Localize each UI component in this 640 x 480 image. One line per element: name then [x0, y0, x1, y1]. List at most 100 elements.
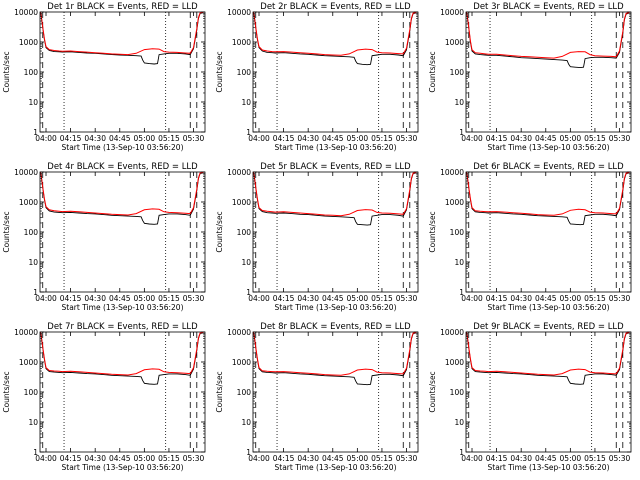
x-tick-label: 04:00 — [35, 134, 57, 143]
detector-chart: Det 1r BLACK = Events, RED = LLD 1 10 100 10… — [2, 2, 206, 152]
y-tick-label: 10000 — [227, 168, 251, 177]
events-series-line — [466, 332, 630, 385]
events-series-line — [253, 12, 417, 66]
y-tick-label: 100 — [450, 68, 465, 77]
x-tick-label: 04:45 — [535, 294, 557, 303]
x-tick-label: 04:15 — [486, 454, 508, 463]
chart-title: Det 9r BLACK = Events, RED = LLD — [473, 322, 624, 332]
lld-series-line — [253, 331, 417, 376]
x-axis-label: Start Time (13-Sep-10 03:56:20) — [488, 463, 610, 472]
y-tick-label: 10000 — [440, 328, 464, 337]
x-tick-label: 05:15 — [158, 134, 180, 143]
y-tick-label: 100 — [237, 228, 252, 237]
x-tick-label: 04:00 — [248, 454, 270, 463]
x-tick-label: 04:15 — [60, 454, 82, 463]
x-tick-label: 04:00 — [248, 294, 270, 303]
x-tick-label: 04:30 — [297, 454, 319, 463]
y-tick-label: 10 — [454, 258, 464, 267]
y-tick-label: 100 — [24, 68, 39, 77]
y-tick-label: 10 — [241, 98, 251, 107]
y-tick-label: 1000 — [445, 358, 464, 367]
y-tick-label: 10000 — [227, 8, 251, 17]
x-axis-label: Start Time (13-Sep-10 03:56:20) — [488, 143, 610, 152]
y-axis-label: Counts/sec — [2, 211, 11, 252]
x-tick-label: 05:15 — [584, 294, 606, 303]
y-tick-label: 10 — [28, 98, 38, 107]
detector-chart: Det 7r BLACK = Events, RED = LLD 1 10 100 10… — [2, 322, 206, 472]
x-tick-label: 04:15 — [60, 294, 82, 303]
x-tick-label: 05:30 — [183, 294, 205, 303]
x-tick-label: 04:45 — [322, 454, 344, 463]
y-tick-label: 1000 — [19, 38, 38, 47]
x-tick-label: 05:15 — [584, 454, 606, 463]
x-tick-label: 05:30 — [183, 454, 205, 463]
y-axis-label: Counts/sec — [428, 51, 437, 92]
y-axis-label: Counts/sec — [215, 371, 224, 412]
y-tick-label: 1000 — [445, 198, 464, 207]
events-series-line — [253, 172, 417, 226]
y-tick-label: 100 — [237, 388, 252, 397]
lld-series-line — [40, 11, 204, 56]
x-tick-label: 04:45 — [322, 134, 344, 143]
x-tick-label: 04:00 — [35, 294, 57, 303]
y-tick-label: 1 — [33, 128, 38, 137]
chart-title: Det 6r BLACK = Events, RED = LLD — [473, 162, 624, 172]
y-axis-label: Counts/sec — [215, 51, 224, 92]
y-tick-label: 1 — [459, 128, 464, 137]
y-tick-label: 10 — [454, 98, 464, 107]
events-series-line — [40, 332, 204, 385]
lld-series-line — [466, 171, 630, 216]
x-tick-label: 04:00 — [461, 134, 483, 143]
x-tick-label: 04:15 — [486, 134, 508, 143]
x-tick-label: 04:30 — [84, 454, 106, 463]
plot-frame — [465, 11, 632, 133]
x-tick-label: 05:00 — [134, 454, 156, 463]
y-tick-label: 10 — [241, 418, 251, 427]
y-tick-label: 1000 — [232, 198, 251, 207]
y-tick-label: 10000 — [440, 168, 464, 177]
x-tick-label: 05:15 — [158, 294, 180, 303]
x-tick-label: 05:00 — [347, 294, 369, 303]
y-tick-label: 10000 — [14, 8, 38, 17]
y-tick-label: 10 — [28, 418, 38, 427]
x-tick-label: 05:30 — [183, 134, 205, 143]
y-tick-label: 10000 — [440, 8, 464, 17]
x-tick-label: 05:15 — [584, 134, 606, 143]
y-axis-label: Counts/sec — [428, 211, 437, 252]
x-tick-label: 04:15 — [486, 294, 508, 303]
plot-frame — [39, 11, 206, 133]
lld-series-line — [40, 171, 204, 216]
plot-frame — [252, 11, 419, 133]
x-tick-label: 04:30 — [84, 134, 106, 143]
detector-chart: Det 6r BLACK = Events, RED = LLD 1 10 100 10… — [428, 162, 632, 312]
x-tick-label: 04:15 — [273, 454, 295, 463]
x-tick-label: 05:00 — [560, 134, 582, 143]
x-axis-label: Start Time (13-Sep-10 03:56:20) — [275, 143, 397, 152]
y-tick-label: 10 — [241, 258, 251, 267]
x-tick-label: 04:00 — [461, 454, 483, 463]
plot-frame — [252, 331, 419, 453]
x-axis-label: Start Time (13-Sep-10 03:56:20) — [275, 303, 397, 312]
detector-chart: Det 2r BLACK = Events, RED = LLD 1 10 100 10… — [215, 2, 419, 152]
y-tick-label: 1000 — [232, 38, 251, 47]
x-axis-label: Start Time (13-Sep-10 03:56:20) — [62, 463, 184, 472]
y-tick-label: 1000 — [19, 198, 38, 207]
x-tick-label: 04:45 — [109, 454, 131, 463]
y-tick-label: 10000 — [227, 328, 251, 337]
lld-series-line — [253, 171, 417, 217]
y-axis-label: Counts/sec — [428, 371, 437, 412]
y-axis-label: Counts/sec — [2, 371, 11, 412]
detector-chart: Det 8r BLACK = Events, RED = LLD 1 10 100 10… — [215, 322, 419, 472]
y-tick-label: 1 — [459, 288, 464, 297]
detector-chart: Det 4r BLACK = Events, RED = LLD 1 10 100 10… — [2, 162, 206, 312]
x-tick-label: 04:30 — [297, 294, 319, 303]
y-tick-label: 100 — [450, 228, 465, 237]
lld-series-line — [253, 11, 417, 56]
x-tick-label: 05:30 — [396, 454, 418, 463]
events-series-line — [40, 172, 204, 225]
x-tick-label: 05:00 — [347, 454, 369, 463]
x-tick-label: 04:45 — [109, 134, 131, 143]
x-tick-label: 04:30 — [510, 294, 532, 303]
x-axis-label: Start Time (13-Sep-10 03:56:20) — [488, 303, 610, 312]
x-tick-label: 05:15 — [158, 454, 180, 463]
